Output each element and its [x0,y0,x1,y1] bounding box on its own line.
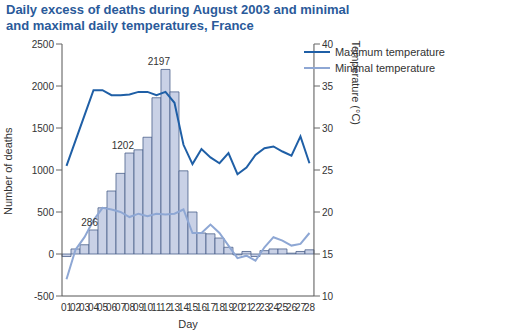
svg-text:09: 09 [132,302,144,314]
svg-text:12: 12 [159,302,171,314]
svg-text:1000: 1000 [32,165,55,176]
svg-text:03: 03 [78,302,91,314]
svg-text:23: 23 [258,302,270,314]
svg-text:06: 06 [105,302,118,314]
svg-text:25: 25 [322,165,334,176]
svg-text:1202: 1202 [112,140,135,151]
svg-text:20: 20 [231,302,243,314]
svg-text:19: 19 [222,302,234,314]
html-text:Minimal temperature: Minimal temperature [335,62,436,74]
svg-text:2500: 2500 [32,39,55,50]
svg-text:27: 27 [294,302,306,314]
svg-text:2197: 2197 [148,56,171,67]
svg-text:20: 20 [322,207,334,218]
svg-text:17: 17 [204,302,216,314]
svg-text:2000: 2000 [32,81,55,92]
svg-text:Number of deaths: Number of deaths [8,127,14,215]
svg-text:25: 25 [276,302,288,314]
svg-text:28: 28 [304,302,316,313]
svg-text:05: 05 [96,302,109,314]
svg-text:15: 15 [322,249,334,260]
svg-text:18: 18 [213,302,225,314]
svg-text:22: 22 [249,302,261,314]
svg-text:Temperature (°C): Temperature (°C) [350,41,362,125]
svg-text:500: 500 [37,207,54,218]
svg-text:04: 04 [87,302,100,314]
svg-text:13: 13 [168,302,180,314]
svg-text:16: 16 [195,302,207,314]
svg-text:07: 07 [114,302,127,314]
svg-text:30: 30 [322,123,334,134]
svg-text:15: 15 [186,302,198,314]
html-text:Maximum temperature: Maximum temperature [335,46,445,58]
svg-text:02: 02 [69,302,82,314]
svg-text:24: 24 [267,302,279,314]
svg-text:0: 0 [48,249,54,260]
svg-text:-500: -500 [34,291,54,302]
svg-text:08: 08 [123,302,135,314]
svg-text:01: 01 [60,302,73,314]
svg-text:40: 40 [322,39,334,50]
svg-text:21: 21 [240,302,252,314]
html-text:10 11: 10 11 [141,302,162,314]
svg-text:10: 10 [322,291,334,302]
svg-text:Day: Day [178,318,198,330]
svg-text:1500: 1500 [32,123,55,134]
svg-text:26: 26 [285,302,297,314]
html-text:Daily excess of deaths during: Daily excess of deaths during August 200… [6,2,350,33]
svg-text:35: 35 [322,81,334,92]
svg-text:286: 286 [81,217,98,228]
svg-text:14: 14 [177,302,189,314]
